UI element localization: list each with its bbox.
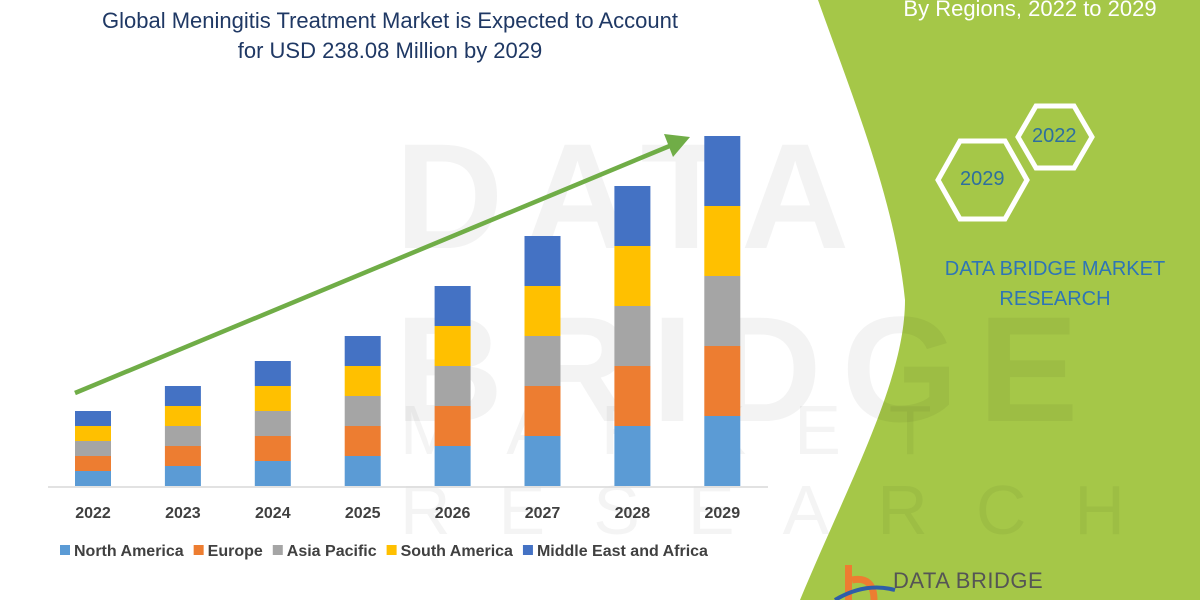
bar-segment-middle-east-and-africa-2023 [164, 386, 201, 406]
bar-segment-europe-2028 [614, 366, 651, 426]
hexagon-label-2022: 2022 [1032, 125, 1077, 147]
legend-label: North America [74, 543, 184, 560]
bar-segment-south-america-2024 [254, 386, 291, 411]
x-tick-label-2022: 2022 [75, 505, 111, 522]
x-tick-label-2024: 2024 [255, 505, 291, 522]
legend-label: Asia Pacific [287, 543, 377, 560]
bar-segment-middle-east-and-africa-2022 [75, 411, 111, 426]
bar-segment-europe-2024 [254, 436, 291, 461]
x-tick-label-2026: 2026 [435, 505, 471, 522]
legend-swatch [193, 545, 204, 555]
legend-swatch [60, 545, 70, 555]
bar-segment-europe-2025 [344, 426, 381, 456]
bar-segment-asia-pacific-2025 [344, 396, 381, 426]
bar-segment-south-america-2022 [75, 426, 111, 441]
bar-segment-asia-pacific-2026 [434, 366, 471, 406]
watermark-secondary: MARKET RESEARCH [400, 390, 1200, 550]
bar-segment-asia-pacific-2027 [524, 336, 561, 386]
bar-segment-north-america-2025 [344, 456, 381, 486]
title-line-1: Global Meningitis Treatment Market is Ex… [102, 8, 678, 33]
bar-segment-middle-east-and-africa-2028 [614, 186, 651, 246]
bar-segment-north-america-2022 [75, 471, 111, 486]
bar-segment-north-america-2029 [704, 416, 741, 486]
hexagon-label-2029: 2029 [960, 168, 1005, 190]
x-tick-label-2028: 2028 [615, 505, 651, 522]
bar-segment-south-america-2028 [614, 246, 651, 306]
legend-swatch [272, 545, 283, 555]
bar-segment-north-america-2028 [614, 426, 651, 486]
bar-segment-europe-2022 [75, 456, 111, 471]
brand-text: DATA BRIDGE MARKET RESEARCH [920, 254, 1190, 314]
bar-segment-asia-pacific-2028 [614, 306, 651, 366]
page-title: Global Meningitis Treatment Market is Ex… [40, 6, 740, 66]
hexagon-2022 [1015, 103, 1095, 171]
x-tick-label-2027: 2027 [525, 505, 561, 522]
subtitle: By Regions, 2022 to 2029 [903, 0, 1157, 21]
bar-segment-south-america-2027 [524, 286, 561, 336]
logo-icon [833, 565, 896, 600]
legend-swatch [386, 545, 397, 555]
title-line-2: for USD 238.08 Million by 2029 [237, 38, 543, 63]
x-tick-label-2025: 2025 [345, 505, 381, 522]
hexagon-2029 [935, 138, 1030, 222]
bar-segment-middle-east-and-africa-2029 [704, 136, 741, 206]
green-panel [800, 0, 1200, 600]
bar-segment-south-america-2026 [434, 326, 471, 366]
bar-segment-europe-2023 [164, 446, 201, 466]
x-tick-label-2023: 2023 [165, 505, 201, 522]
bar-segment-asia-pacific-2023 [164, 426, 201, 446]
bar-segment-asia-pacific-2022 [75, 441, 111, 456]
bar-segment-asia-pacific-2029 [704, 276, 741, 346]
bar-segment-middle-east-and-africa-2024 [254, 361, 291, 386]
logo-text: DATA BRIDGE [893, 568, 1044, 593]
bar-segment-south-america-2023 [164, 406, 201, 426]
bar-segment-europe-2026 [434, 406, 471, 446]
bar-segment-north-america-2027 [524, 436, 561, 486]
legend-label: Europe [208, 543, 263, 560]
brand-line-2: RESEARCH [999, 288, 1111, 310]
bar-segment-europe-2027 [524, 386, 561, 436]
bar-segment-south-america-2025 [344, 366, 381, 396]
legend-label: Middle East and Africa [537, 543, 708, 560]
bar-segment-north-america-2023 [164, 466, 201, 486]
bar-segment-north-america-2026 [434, 446, 471, 486]
x-tick-label-2029: 2029 [705, 505, 741, 522]
legend-label: South America [401, 543, 513, 560]
bar-segment-middle-east-and-africa-2025 [344, 336, 381, 366]
legend-swatch [522, 545, 533, 555]
bar-segment-middle-east-and-africa-2027 [524, 236, 561, 286]
bar-segment-middle-east-and-africa-2026 [434, 286, 471, 326]
bar-segment-south-america-2029 [704, 206, 741, 276]
brand-line-1: DATA BRIDGE MARKET [944, 258, 1166, 280]
bar-segment-europe-2029 [704, 346, 741, 416]
trend-arrow-head-icon [664, 134, 690, 157]
stacked-bar-chart: 2022 2023 2024 2025 2026 2027 2028 2029 North Am… [48, 134, 768, 560]
bar-segment-asia-pacific-2024 [254, 411, 291, 436]
trend-arrow-line [74, 142, 673, 396]
bar-segment-north-america-2024 [254, 461, 291, 486]
